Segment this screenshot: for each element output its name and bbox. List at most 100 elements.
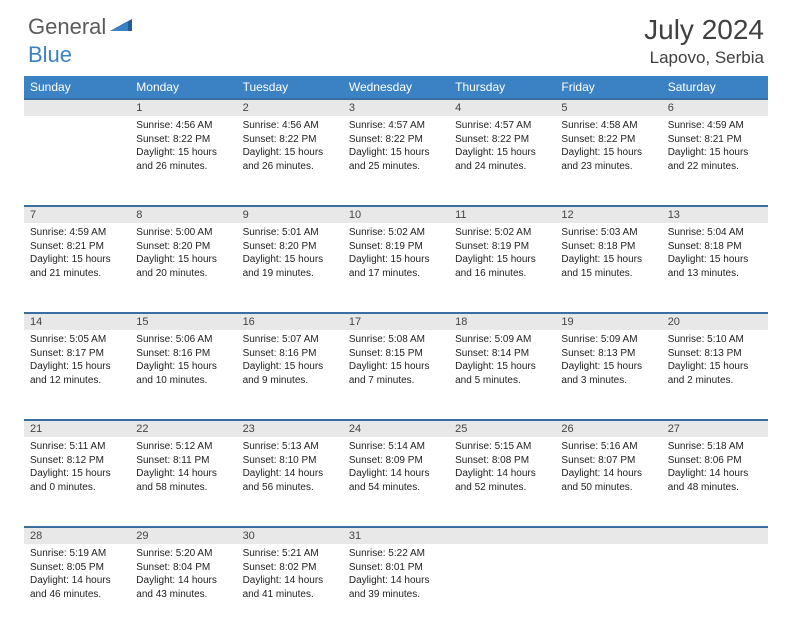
day-cell [555,544,661,634]
daynum-row: 78910111213 [24,206,768,223]
day-sunset: Sunset: 8:20 PM [243,240,337,254]
day-number: 10 [343,206,449,223]
day-sunset: Sunset: 8:07 PM [561,454,655,468]
day-number: 23 [237,420,343,437]
location-label: Lapovo, Serbia [644,48,764,68]
day-sunrise: Sunrise: 5:16 AM [561,440,655,454]
day-day2: and 50 minutes. [561,481,655,495]
day-day1: Daylight: 15 hours [349,253,443,267]
day-day1: Daylight: 15 hours [243,253,337,267]
day-cell: Sunrise: 5:08 AMSunset: 8:15 PMDaylight:… [343,330,449,420]
day-sunset: Sunset: 8:22 PM [136,133,230,147]
daynum-row: 21222324252627 [24,420,768,437]
weekday-header: Saturday [662,76,768,99]
day-day2: and 16 minutes. [455,267,549,281]
day-cell: Sunrise: 5:00 AMSunset: 8:20 PMDaylight:… [130,223,236,313]
day-number: 20 [662,313,768,330]
day-day2: and 54 minutes. [349,481,443,495]
day-cell: Sunrise: 5:19 AMSunset: 8:05 PMDaylight:… [24,544,130,634]
day-day1: Daylight: 15 hours [561,360,655,374]
day-sunrise: Sunrise: 5:18 AM [668,440,762,454]
day-sunrise: Sunrise: 5:07 AM [243,333,337,347]
day-cell [449,544,555,634]
day-sunset: Sunset: 8:05 PM [30,561,124,575]
day-cell: Sunrise: 5:18 AMSunset: 8:06 PMDaylight:… [662,437,768,527]
day-number: 7 [24,206,130,223]
month-title: July 2024 [644,14,764,46]
day-sunset: Sunset: 8:15 PM [349,347,443,361]
day-number: 30 [237,527,343,544]
day-day1: Daylight: 15 hours [243,146,337,160]
day-day1: Daylight: 15 hours [349,146,443,160]
day-day1: Daylight: 15 hours [561,253,655,267]
day-sunset: Sunset: 8:22 PM [455,133,549,147]
day-number: 22 [130,420,236,437]
day-sunset: Sunset: 8:21 PM [668,133,762,147]
day-number: 4 [449,99,555,116]
day-sunset: Sunset: 8:21 PM [30,240,124,254]
day-sunrise: Sunrise: 4:57 AM [455,119,549,133]
day-day1: Daylight: 15 hours [668,146,762,160]
day-sunrise: Sunrise: 5:05 AM [30,333,124,347]
daynum-row: 123456 [24,99,768,116]
day-cell: Sunrise: 5:15 AMSunset: 8:08 PMDaylight:… [449,437,555,527]
content-row: Sunrise: 5:05 AMSunset: 8:17 PMDaylight:… [24,330,768,420]
day-sunrise: Sunrise: 5:02 AM [349,226,443,240]
day-day2: and 26 minutes. [243,160,337,174]
day-cell [662,544,768,634]
day-day2: and 5 minutes. [455,374,549,388]
day-sunset: Sunset: 8:12 PM [30,454,124,468]
day-number: 27 [662,420,768,437]
weekday-header-row: Sunday Monday Tuesday Wednesday Thursday… [24,76,768,99]
day-cell [24,116,130,206]
day-cell: Sunrise: 5:13 AMSunset: 8:10 PMDaylight:… [237,437,343,527]
day-number: 16 [237,313,343,330]
day-day1: Daylight: 15 hours [455,146,549,160]
day-number: 2 [237,99,343,116]
weekday-header: Monday [130,76,236,99]
day-day2: and 10 minutes. [136,374,230,388]
day-number [449,527,555,544]
day-day1: Daylight: 14 hours [136,574,230,588]
day-day1: Daylight: 15 hours [30,467,124,481]
day-day1: Daylight: 15 hours [136,146,230,160]
day-cell: Sunrise: 5:21 AMSunset: 8:02 PMDaylight:… [237,544,343,634]
day-number: 3 [343,99,449,116]
day-number: 25 [449,420,555,437]
day-cell: Sunrise: 5:06 AMSunset: 8:16 PMDaylight:… [130,330,236,420]
day-sunset: Sunset: 8:18 PM [668,240,762,254]
day-number: 19 [555,313,661,330]
day-sunrise: Sunrise: 5:10 AM [668,333,762,347]
day-sunset: Sunset: 8:19 PM [349,240,443,254]
day-day2: and 58 minutes. [136,481,230,495]
day-cell: Sunrise: 4:58 AMSunset: 8:22 PMDaylight:… [555,116,661,206]
day-sunset: Sunset: 8:08 PM [455,454,549,468]
day-day1: Daylight: 15 hours [455,253,549,267]
day-sunrise: Sunrise: 5:21 AM [243,547,337,561]
day-sunrise: Sunrise: 4:56 AM [243,119,337,133]
day-cell: Sunrise: 5:09 AMSunset: 8:14 PMDaylight:… [449,330,555,420]
weekday-header: Sunday [24,76,130,99]
day-number: 18 [449,313,555,330]
content-row: Sunrise: 4:59 AMSunset: 8:21 PMDaylight:… [24,223,768,313]
day-day2: and 23 minutes. [561,160,655,174]
day-cell: Sunrise: 5:11 AMSunset: 8:12 PMDaylight:… [24,437,130,527]
day-day2: and 56 minutes. [243,481,337,495]
day-sunrise: Sunrise: 4:58 AM [561,119,655,133]
day-number: 12 [555,206,661,223]
day-cell: Sunrise: 5:03 AMSunset: 8:18 PMDaylight:… [555,223,661,313]
day-sunrise: Sunrise: 4:57 AM [349,119,443,133]
day-day2: and 48 minutes. [668,481,762,495]
day-day1: Daylight: 15 hours [349,360,443,374]
day-sunrise: Sunrise: 5:04 AM [668,226,762,240]
day-day2: and 52 minutes. [455,481,549,495]
day-sunset: Sunset: 8:18 PM [561,240,655,254]
day-sunset: Sunset: 8:13 PM [668,347,762,361]
day-sunrise: Sunrise: 5:11 AM [30,440,124,454]
day-sunset: Sunset: 8:04 PM [136,561,230,575]
day-sunrise: Sunrise: 5:15 AM [455,440,549,454]
content-row: Sunrise: 4:56 AMSunset: 8:22 PMDaylight:… [24,116,768,206]
day-cell: Sunrise: 5:04 AMSunset: 8:18 PMDaylight:… [662,223,768,313]
day-day2: and 15 minutes. [561,267,655,281]
day-number: 28 [24,527,130,544]
